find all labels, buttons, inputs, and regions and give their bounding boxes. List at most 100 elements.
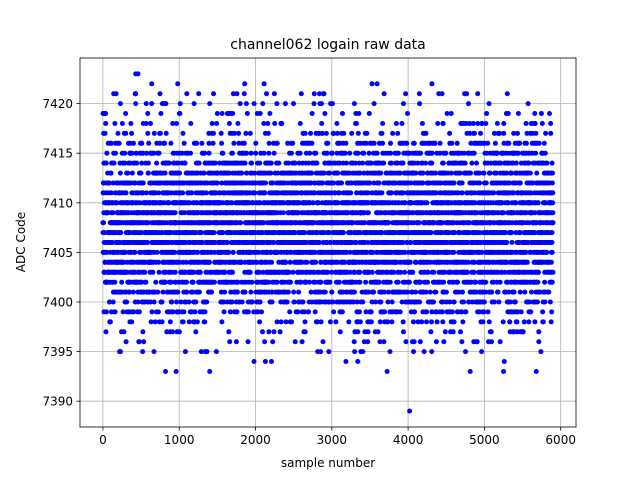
data-point — [333, 319, 339, 325]
data-point — [469, 160, 475, 166]
data-point — [268, 170, 274, 176]
data-point — [182, 349, 188, 355]
data-point — [144, 190, 149, 196]
data-point — [365, 210, 371, 216]
data-point — [369, 269, 375, 275]
data-point — [277, 329, 283, 335]
data-point — [140, 190, 146, 196]
data-point — [234, 91, 240, 97]
data-point — [459, 339, 465, 345]
data-point — [429, 319, 434, 325]
data-point — [355, 329, 361, 335]
data-point — [238, 220, 244, 226]
data-point — [297, 121, 303, 126]
data-point — [284, 299, 290, 305]
data-point — [145, 170, 151, 176]
data-point — [229, 200, 235, 206]
data-point — [336, 279, 342, 285]
data-point — [276, 160, 282, 166]
data-point — [186, 319, 192, 325]
data-point — [111, 160, 117, 166]
data-point — [261, 150, 267, 156]
data-point — [319, 121, 325, 126]
data-point — [202, 319, 208, 325]
data-point — [463, 309, 469, 315]
data-point — [376, 279, 382, 285]
data-point — [160, 289, 166, 295]
data-point — [133, 150, 139, 156]
data-point — [397, 309, 403, 315]
data-point — [449, 140, 455, 146]
data-point — [390, 130, 396, 136]
data-point — [441, 339, 447, 345]
data-point — [380, 140, 386, 146]
data-point — [207, 259, 212, 265]
data-point — [151, 130, 157, 136]
data-point — [339, 309, 345, 315]
data-point — [265, 130, 271, 136]
data-point — [471, 269, 477, 275]
data-point — [157, 91, 163, 97]
data-point — [209, 121, 215, 126]
data-point — [115, 130, 121, 136]
data-point — [181, 309, 187, 315]
data-point — [393, 121, 399, 126]
data-point — [464, 269, 470, 275]
data-point — [443, 289, 449, 295]
data-point — [132, 249, 138, 255]
data-point — [206, 150, 212, 156]
data-point — [339, 180, 345, 186]
data-point — [441, 279, 447, 285]
data-point — [319, 101, 324, 107]
data-point — [313, 150, 319, 156]
data-point — [342, 150, 348, 156]
data-point — [272, 121, 278, 126]
data-point — [423, 130, 429, 136]
data-point — [192, 309, 198, 315]
data-point — [201, 170, 207, 176]
data-point — [174, 121, 179, 126]
data-point — [261, 81, 267, 87]
data-point — [344, 160, 349, 166]
data-point — [474, 339, 480, 345]
data-point — [257, 160, 263, 166]
data-point — [432, 140, 438, 146]
data-point — [411, 140, 417, 146]
data-point — [304, 259, 310, 265]
data-point — [257, 111, 263, 116]
data-point — [242, 81, 248, 87]
data-point — [239, 259, 244, 265]
data-point — [282, 101, 288, 107]
data-point — [122, 160, 128, 166]
data-point — [123, 111, 129, 116]
data-point — [145, 240, 151, 245]
data-point — [143, 279, 149, 285]
data-point — [447, 130, 453, 136]
data-point — [366, 111, 372, 116]
data-point — [224, 240, 230, 245]
data-point — [375, 329, 381, 335]
data-point — [405, 111, 410, 116]
data-point — [440, 121, 446, 126]
data-point — [117, 101, 123, 107]
data-point — [151, 349, 157, 355]
data-point — [120, 309, 126, 315]
data-point — [144, 150, 149, 156]
data-point — [377, 319, 383, 325]
data-point — [462, 160, 468, 166]
data-point — [354, 121, 359, 126]
data-point — [202, 150, 208, 156]
data-point — [351, 101, 357, 107]
data-point — [299, 339, 305, 345]
data-point — [196, 91, 202, 97]
data-point — [455, 279, 460, 285]
data-point — [230, 269, 235, 275]
data-point — [410, 319, 416, 325]
data-point — [167, 319, 173, 325]
data-point — [221, 299, 227, 305]
data-point — [434, 319, 440, 325]
data-point — [140, 180, 146, 186]
data-point — [378, 299, 384, 305]
data-point — [388, 140, 393, 146]
data-point — [226, 329, 232, 335]
